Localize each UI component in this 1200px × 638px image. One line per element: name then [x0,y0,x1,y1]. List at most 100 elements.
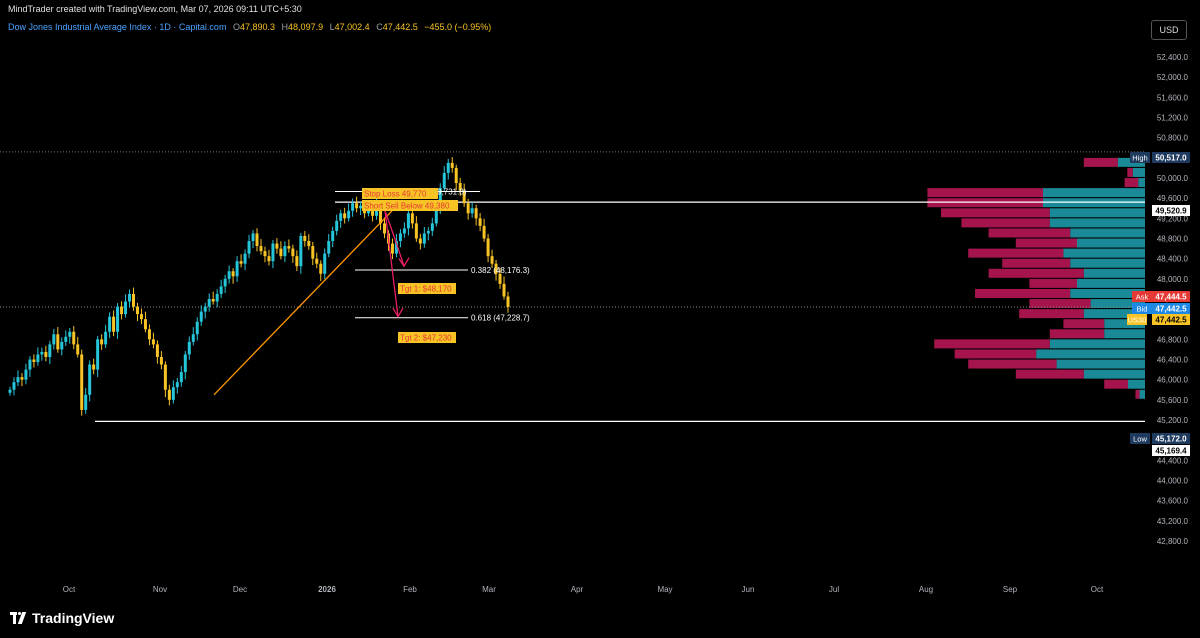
candle-body [211,299,215,302]
volume-profile-up-bar [1083,268,1145,278]
candle-body [100,339,104,345]
volume-profile-down-bar [954,349,1037,359]
volume-profile-down-bar [1124,178,1139,188]
tradingview-logo-icon [10,612,27,624]
candle-body [251,233,255,242]
candle-body [359,205,363,209]
y-tick-label: 51,600.0 [1157,93,1189,102]
volume-profile-down-bar [975,288,1071,298]
candle-body [478,218,482,226]
candle-body [271,243,275,262]
volume-profile-up-bar [1043,188,1145,198]
candle-body [315,258,319,264]
candle-body [303,235,307,242]
candle-body [155,344,159,357]
y-tick-label: 44,400.0 [1157,456,1189,465]
candle-body [32,359,36,363]
candle-body [502,283,506,297]
currency-button[interactable]: USD [1151,20,1187,40]
x-tick-label: Jun [742,585,755,594]
x-tick-label: Oct [1091,585,1104,594]
candle-body [132,293,136,307]
volume-profile-up-bar [1070,228,1145,238]
candle-body [279,248,283,257]
candle-body [84,394,88,410]
candle-body [462,190,466,204]
candle-body [163,364,167,390]
candle-body [24,369,28,380]
us30-tag-label: US30 [1128,316,1147,325]
tradingview-brand: TradingView [10,610,114,626]
trend-line [213,210,393,396]
candle-body [410,213,414,224]
volume-profile-down-bar [934,339,1050,349]
high-tag-label-box [1130,152,1150,163]
candle-body [430,223,434,231]
x-tick-label: Nov [153,585,167,594]
candle-body [398,233,402,242]
low-line-tag-box [1152,445,1190,456]
candle-body [151,339,155,345]
candle-body [28,359,32,370]
y-tick-label: 48,800.0 [1157,235,1189,244]
symbol-name[interactable]: Dow Jones Industrial Average Index · 1D … [8,22,227,32]
y-tick-label: 43,600.0 [1157,497,1189,506]
candle-body [474,208,478,219]
candle-body [60,341,64,350]
y-tick-label: 45,600.0 [1157,396,1189,405]
y-tick-label: 49,200.0 [1157,214,1189,223]
change-value: −455.0 (−0.95%) [424,22,492,32]
candle-body [482,225,486,239]
candle-body [355,203,359,209]
bid-tag-label-box [1132,303,1152,314]
candle-body [311,246,315,259]
candle-body [327,241,331,254]
candle-body [175,382,179,388]
high-value: 48,097.9 [288,22,324,32]
candle-body [159,356,163,365]
fib-ratio-label: 0.382 (48,176.3) [471,266,530,275]
candle-body [466,203,470,214]
candle-body [72,331,76,345]
y-tick-label: 49,600.0 [1157,194,1189,203]
candle-body [347,210,351,219]
volume-profile-up-bar [1056,359,1145,369]
candle-body [231,271,235,277]
volume-profile-up-bar [1077,278,1145,288]
bid-tag-label: Bid [1137,305,1148,314]
candle-body [92,364,96,370]
open-label: O [232,22,240,32]
candle-body [239,261,243,264]
candle-body [414,223,418,239]
candle-body [275,243,279,249]
candle-body [319,263,323,274]
x-tick-label: Jul [829,585,839,594]
y-tick-label: 44,000.0 [1157,477,1189,486]
candle-body [80,354,84,410]
candle-body [394,241,398,254]
y-tick-label: 51,200.0 [1157,114,1189,123]
candle-body [56,334,60,350]
candle-body [8,389,12,393]
candle-body [16,377,20,383]
volume-profile-down-bar [961,218,1050,228]
y-tick-label: 52,000.0 [1157,73,1189,82]
candle-body [247,241,251,254]
candle-body [255,233,259,247]
candle-body [434,208,438,224]
y-tick-label: 42,800.0 [1157,537,1189,546]
y-tick-label: 43,200.0 [1157,517,1189,526]
candle-body [40,351,44,355]
candle-body [179,372,183,383]
volume-profile-up-bar [1138,178,1145,188]
volume-profile-up-bar [1132,167,1145,177]
volume-profile-up-bar [1090,299,1145,309]
candle-body [382,223,386,234]
low-value: 47,002.4 [334,22,370,32]
y-tick-label: 46,400.0 [1157,356,1189,365]
candle-body [490,256,494,264]
candle-body [446,162,450,173]
candle-body [283,246,287,257]
candle-body [331,230,335,242]
